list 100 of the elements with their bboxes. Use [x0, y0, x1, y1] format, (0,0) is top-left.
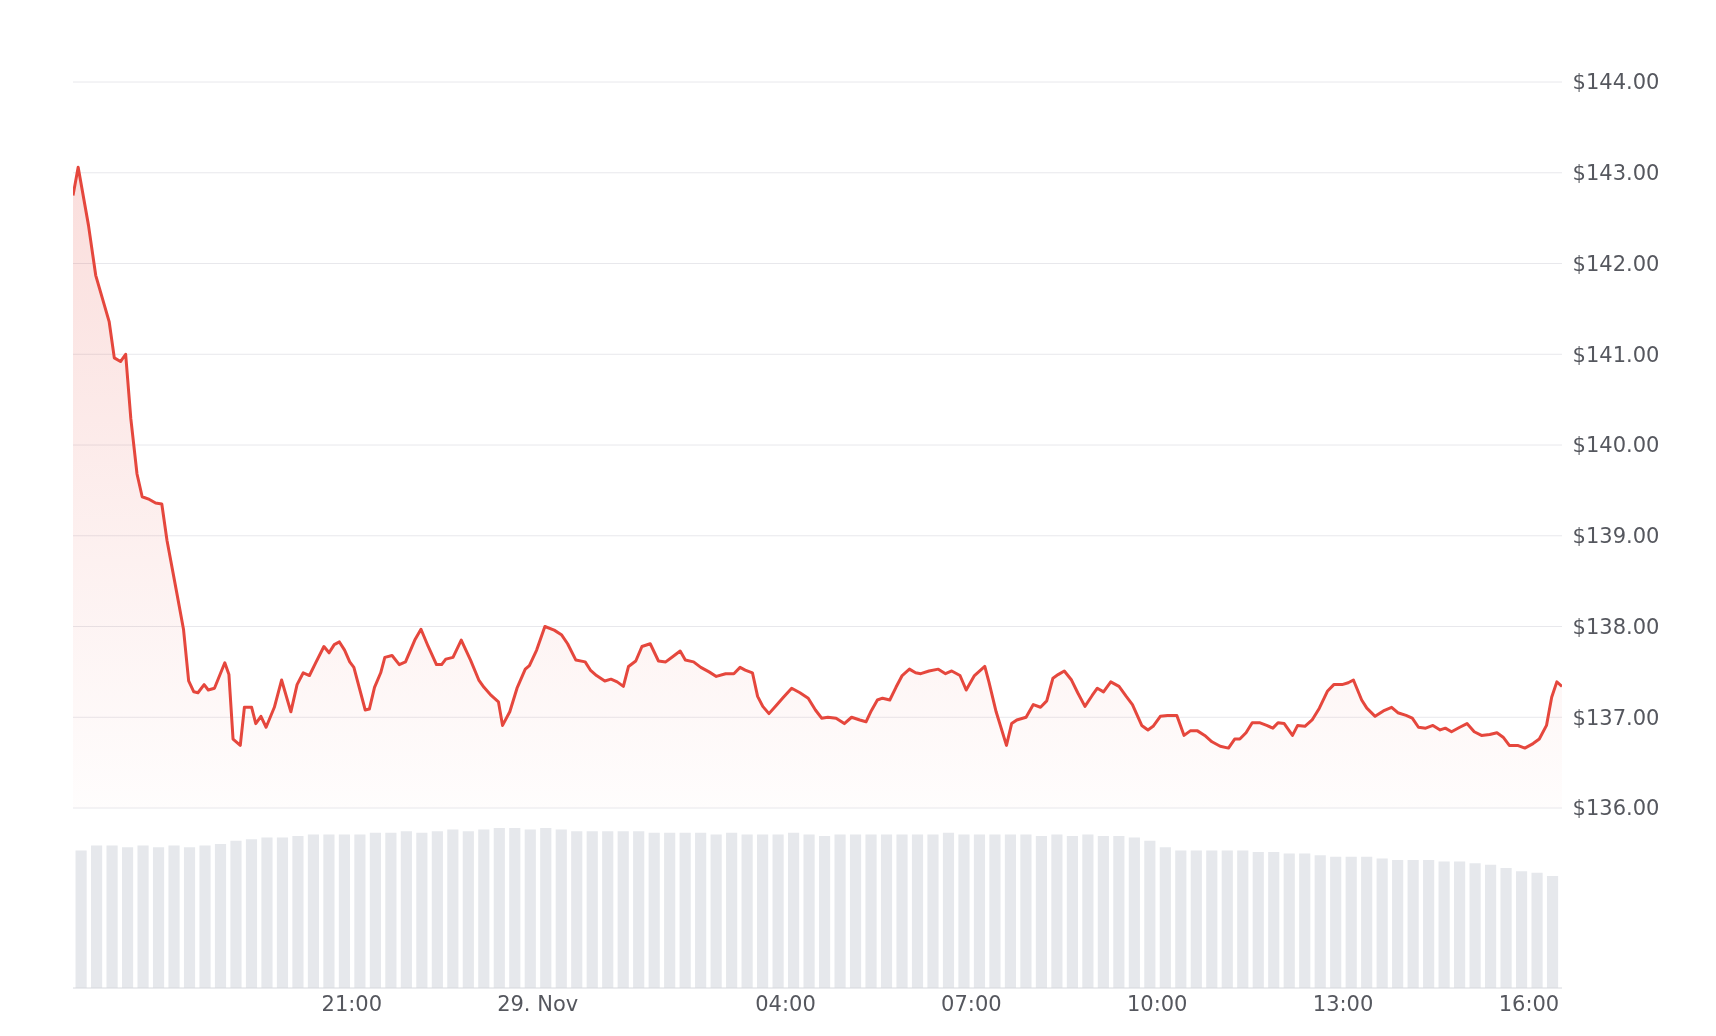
bar	[447, 829, 459, 988]
x-tick-label: 10:00	[1126, 991, 1188, 1016]
bar	[927, 834, 939, 988]
bar	[849, 834, 862, 988]
bar	[106, 845, 118, 988]
bar	[540, 828, 552, 988]
bar	[803, 834, 815, 988]
bar	[493, 828, 505, 988]
bar	[664, 832, 676, 988]
bar	[865, 834, 877, 988]
bar	[1190, 850, 1202, 988]
bar	[973, 834, 986, 988]
x-tick-label: 07:00	[941, 991, 1002, 1016]
bar	[679, 832, 691, 988]
bar	[1500, 868, 1512, 988]
bar	[602, 831, 614, 988]
bar	[942, 832, 955, 988]
bar	[772, 834, 784, 988]
bar	[1268, 852, 1280, 988]
bar	[1299, 853, 1311, 988]
bar	[1252, 852, 1264, 988]
bar	[1237, 850, 1249, 988]
y-tick-label: $141.00	[1572, 342, 1660, 367]
bar	[648, 832, 660, 988]
bar	[369, 832, 381, 988]
x-tick-label: 16:00	[1498, 991, 1560, 1016]
bar	[1407, 860, 1419, 988]
bar	[757, 834, 769, 988]
bar	[1113, 836, 1125, 988]
y-tick-label: $137.00	[1572, 705, 1660, 730]
bar	[1423, 860, 1435, 988]
bar	[245, 839, 258, 988]
bar	[509, 828, 521, 988]
bar	[1159, 847, 1171, 988]
bar	[958, 834, 970, 988]
x-tick-label: 04:00	[755, 991, 816, 1016]
bar	[880, 834, 893, 988]
bar	[1330, 856, 1342, 988]
bar	[896, 834, 908, 988]
bar	[168, 845, 180, 988]
bar	[989, 834, 1001, 988]
bar	[1066, 836, 1078, 988]
bar	[571, 831, 583, 988]
bar	[307, 834, 320, 988]
bar	[385, 832, 397, 988]
bar	[1454, 861, 1466, 988]
bar	[354, 834, 366, 988]
bar	[1004, 834, 1017, 988]
bar	[276, 837, 289, 988]
bar	[1128, 837, 1140, 988]
bar	[1515, 871, 1528, 988]
bar	[230, 840, 242, 988]
bar	[710, 834, 722, 988]
bar	[214, 844, 227, 988]
bar	[1051, 834, 1063, 988]
y-tick-label: $136.00	[1572, 796, 1660, 821]
bar	[1361, 856, 1373, 988]
bar	[1376, 858, 1388, 988]
bar	[1485, 864, 1497, 988]
bar	[524, 829, 536, 988]
bar	[741, 834, 753, 988]
bar	[1345, 856, 1357, 988]
bar	[1392, 860, 1404, 988]
y-tick-label: $143.00	[1572, 161, 1660, 186]
bar	[431, 831, 443, 988]
bar	[555, 829, 567, 988]
bar	[1082, 834, 1094, 988]
y-tick-label: $142.00	[1572, 251, 1660, 276]
bar	[695, 832, 707, 988]
bar	[416, 832, 428, 988]
x-tick-label: 29. Nov	[497, 991, 579, 1016]
bar	[633, 831, 645, 988]
bar	[261, 837, 273, 988]
y-tick-label: $144.00	[1572, 70, 1660, 95]
bar	[75, 850, 87, 988]
y-tick-label: $140.00	[1572, 433, 1660, 458]
bar	[199, 845, 211, 988]
bar	[617, 831, 629, 988]
bar	[1546, 876, 1559, 988]
bar	[834, 834, 846, 988]
bar	[1144, 840, 1156, 988]
bar	[1469, 863, 1481, 988]
y-tick-label: $138.00	[1572, 614, 1660, 639]
bar	[323, 834, 335, 988]
bar	[338, 834, 350, 988]
bar	[1221, 850, 1233, 988]
bar	[121, 847, 134, 988]
bar	[152, 847, 165, 988]
bar	[137, 845, 149, 988]
y-tick-label: $139.00	[1572, 524, 1660, 549]
bar	[478, 829, 490, 988]
bar	[292, 836, 304, 988]
bar	[1035, 836, 1047, 988]
x-tick-label: 13:00	[1312, 991, 1374, 1016]
bar	[726, 832, 738, 988]
bar	[1314, 855, 1326, 988]
bar	[462, 831, 474, 988]
bar	[1438, 861, 1450, 988]
bar	[818, 836, 831, 988]
bar	[183, 847, 196, 988]
